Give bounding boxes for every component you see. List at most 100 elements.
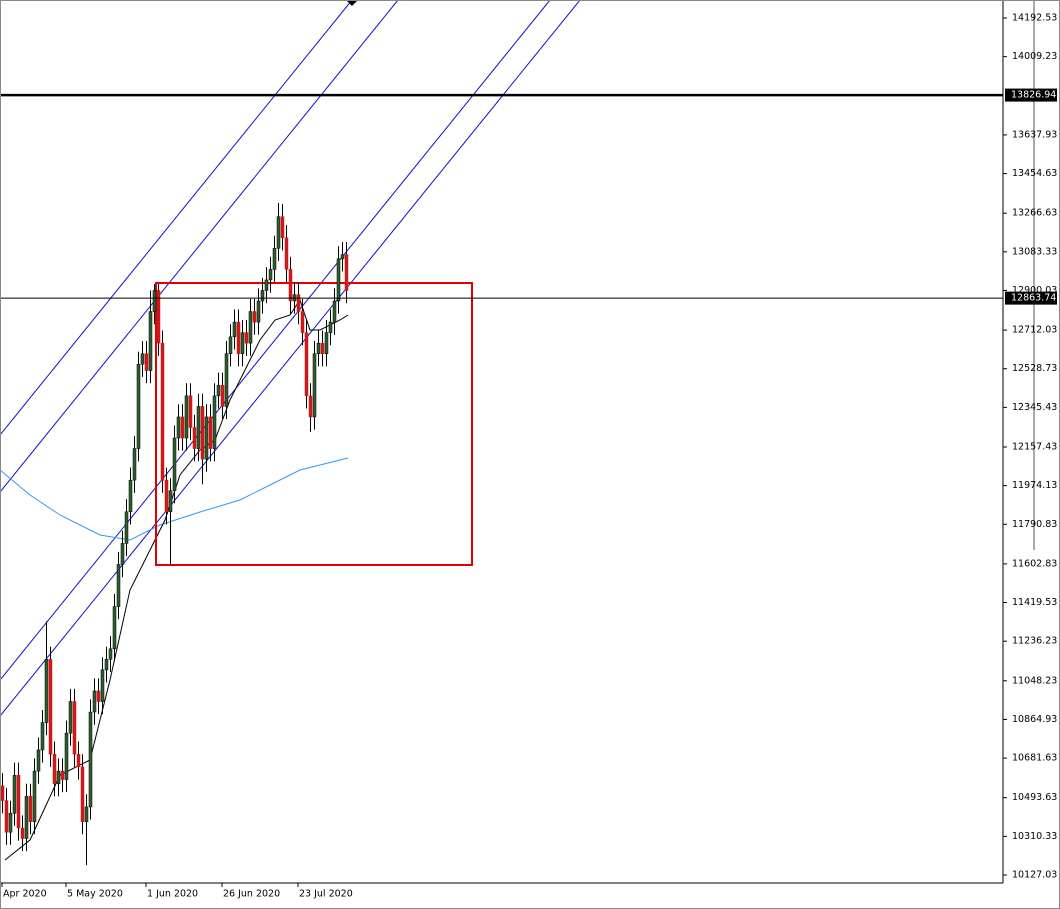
candle-body <box>184 395 189 439</box>
candle-body <box>160 342 165 481</box>
candle-body <box>156 290 161 344</box>
candle-body <box>148 311 153 371</box>
candle-body <box>204 416 209 460</box>
candle-body <box>196 406 201 449</box>
object-marker <box>346 0 358 6</box>
candle-body <box>324 332 329 354</box>
x-tick-label: 23 Jul 2020 <box>299 889 353 900</box>
candle-body <box>176 416 181 439</box>
candle-body <box>284 237 289 270</box>
y-tick-label: 11236.23 <box>1012 636 1057 647</box>
candle-body <box>328 321 333 333</box>
candle-body <box>24 796 29 839</box>
candle-body <box>192 427 197 449</box>
moving-average-long <box>0 457 349 541</box>
candle-body <box>180 416 185 439</box>
candle-body <box>68 701 73 734</box>
candle-body <box>248 311 253 344</box>
channel-line <box>0 0 399 493</box>
candle-body <box>52 753 57 784</box>
channel-line <box>0 0 581 717</box>
y-tick-label: 11419.53 <box>1012 597 1057 608</box>
channel-lines <box>0 0 581 717</box>
candle-body <box>312 353 317 418</box>
y-tick-label: 13083.33 <box>1012 246 1057 257</box>
candle-body <box>320 342 325 354</box>
candle-body <box>240 332 245 354</box>
y-tick-label: 10864.93 <box>1012 714 1057 725</box>
y-tick-label: 12712.03 <box>1012 325 1057 336</box>
y-tick-label: 12157.43 <box>1012 441 1057 452</box>
candle-body <box>136 363 141 449</box>
candle-body <box>144 353 149 371</box>
candle-body <box>236 321 241 354</box>
y-tick-label: 12528.73 <box>1012 363 1057 374</box>
candle-body <box>120 543 125 565</box>
candle-body <box>212 395 217 449</box>
candle-body <box>308 395 313 418</box>
y-tick-label: 11974.13 <box>1012 480 1057 491</box>
y-tick-label: 14009.23 <box>1012 51 1057 62</box>
candle-body <box>92 690 97 713</box>
candle-body <box>232 321 237 338</box>
y-tick-label: 11790.83 <box>1012 519 1057 530</box>
level-label: 12863.74 <box>1011 293 1056 304</box>
candle-body <box>336 258 341 302</box>
candle-body <box>4 800 9 833</box>
y-tick-label: 13266.63 <box>1012 208 1057 219</box>
candle-body <box>12 775 17 814</box>
highlight-box <box>155 282 473 566</box>
y-tick-label: 14192.53 <box>1012 13 1057 24</box>
candle-body <box>304 332 309 397</box>
channel-line <box>0 0 353 436</box>
candle-body <box>224 353 229 407</box>
candle-body <box>216 385 221 397</box>
candle-body <box>124 511 129 544</box>
candle-body <box>64 732 69 780</box>
x-tick-label: 26 Jun 2020 <box>223 889 280 900</box>
candle-body <box>56 770 61 784</box>
candle-body <box>40 722 45 751</box>
candle-body <box>132 448 137 481</box>
candle-body <box>88 711 93 808</box>
candle-body <box>268 269 273 281</box>
candle-body <box>104 659 109 671</box>
plot <box>0 93 1003 866</box>
level-label: 13826.94 <box>1011 90 1056 101</box>
candle-body <box>96 690 101 702</box>
candle-body <box>344 254 349 291</box>
candle-body <box>272 248 277 270</box>
candle-body <box>140 353 145 365</box>
candle-body <box>288 269 293 302</box>
candle-body <box>116 564 121 607</box>
candle-body <box>0 785 5 801</box>
candle-body <box>296 294 301 312</box>
candle-body <box>60 770 65 780</box>
x-tick-label: 1 Jun 2020 <box>147 889 198 900</box>
candle-body <box>16 775 21 829</box>
candle-body <box>228 336 233 354</box>
y-tick-label: 10681.63 <box>1012 753 1057 764</box>
candle-body <box>80 766 85 822</box>
candle-body <box>316 342 321 354</box>
candle-body <box>168 490 173 513</box>
level-label-bg <box>1005 88 1057 102</box>
candle-body <box>188 395 193 428</box>
y-tick-label: 13454.63 <box>1012 168 1057 179</box>
candle-body <box>340 254 345 260</box>
candle-body <box>8 812 13 833</box>
channel-line <box>0 0 551 681</box>
candle-body <box>32 770 37 822</box>
candle-body <box>172 437 177 491</box>
candle-body <box>100 669 105 702</box>
y-tick-label: 10127.03 <box>1012 869 1057 880</box>
y-tick-label: 13637.93 <box>1012 129 1057 140</box>
candle-body <box>28 796 33 822</box>
candle-body <box>72 701 77 755</box>
x-tick-label: Apr 2020 <box>3 889 47 900</box>
y-tick-label: 12345.43 <box>1012 402 1057 413</box>
candle-body <box>36 749 41 772</box>
